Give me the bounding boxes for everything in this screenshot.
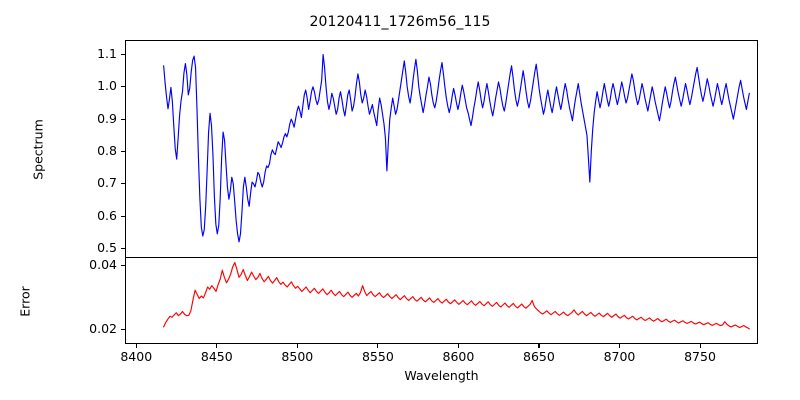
spectrum-line-series bbox=[163, 53, 750, 243]
spectrum-y-tick-label: 1.1 bbox=[97, 46, 117, 62]
spectrum-y-tick-mark bbox=[121, 183, 125, 185]
error-line-series bbox=[163, 261, 750, 330]
x-tick-mark bbox=[699, 344, 701, 348]
error-y-tick-mark bbox=[121, 264, 125, 266]
spectrum-axis-label: Spectrum bbox=[30, 119, 46, 180]
x-tick-label: 8500 bbox=[281, 349, 314, 364]
spectrum-y-tick-label: 0.7 bbox=[97, 175, 117, 191]
spectrum-y-tick-mark bbox=[121, 215, 125, 217]
spectrum-y-tick-label: 0.6 bbox=[97, 207, 117, 223]
spectrum-y-tick-mark bbox=[121, 118, 125, 120]
spectrum-y-tick-mark bbox=[121, 54, 125, 56]
x-tick-label: 8450 bbox=[200, 349, 233, 364]
error-plot-area bbox=[125, 257, 758, 344]
x-tick-mark bbox=[538, 344, 540, 348]
error-y-tick-label: 0.04 bbox=[89, 256, 117, 272]
x-tick-mark bbox=[216, 344, 218, 348]
spectrum-y-tick-label: 0.8 bbox=[97, 142, 117, 158]
spectrum-y-tick-label: 0.9 bbox=[97, 110, 117, 126]
x-tick-mark bbox=[377, 344, 379, 348]
spectrum-y-tick-mark bbox=[121, 247, 125, 249]
x-tick-label: 8600 bbox=[442, 349, 475, 364]
x-tick-mark bbox=[296, 344, 298, 348]
spectrum-y-tick-mark bbox=[121, 86, 125, 88]
x-axis-label: Wavelength bbox=[404, 368, 479, 383]
x-tick-mark bbox=[457, 344, 459, 348]
x-tick-label: 8400 bbox=[120, 349, 153, 364]
x-tick-label: 8750 bbox=[684, 349, 716, 364]
page-title: 20120411_1726m56_115 bbox=[309, 14, 491, 30]
x-tick-mark bbox=[135, 344, 137, 348]
x-tick-label: 8700 bbox=[603, 349, 636, 364]
error-y-tick-label: 0.02 bbox=[89, 321, 117, 336]
x-tick-label: 8550 bbox=[361, 349, 394, 364]
spectrum-plot-area bbox=[125, 40, 758, 258]
spectrum-y-tick-label: 1.0 bbox=[97, 78, 117, 94]
error-axis-label: Error bbox=[17, 286, 33, 317]
spectrum-y-tick-label: 0.5 bbox=[97, 239, 117, 255]
x-tick-label: 8650 bbox=[523, 349, 555, 364]
spectrum-y-tick-mark bbox=[121, 150, 125, 153]
x-tick-mark bbox=[618, 344, 621, 348]
error-y-tick-mark bbox=[121, 329, 125, 331]
